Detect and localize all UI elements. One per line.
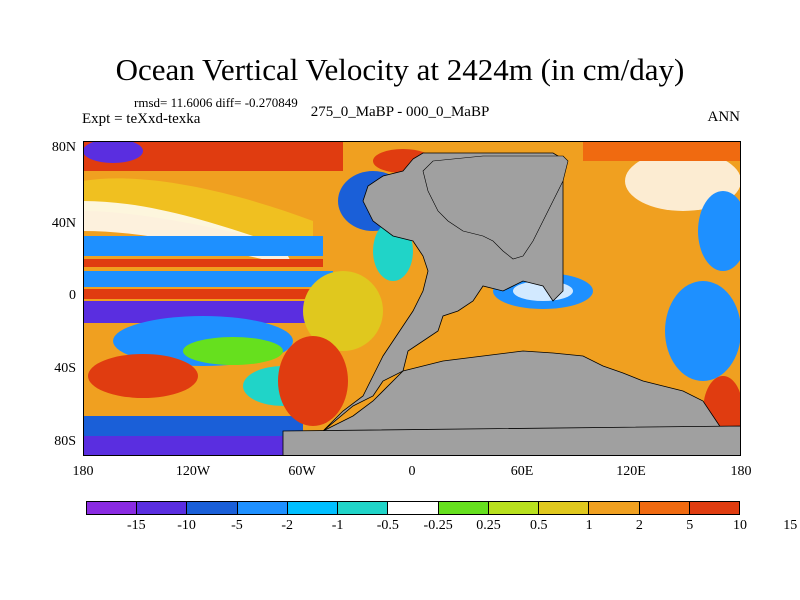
stats-text: rmsd= 11.6006 diff= -0.270849: [134, 95, 298, 110]
colorbar-swatch: [187, 502, 238, 514]
lat-label: 80S: [54, 434, 76, 449]
season-label: ANN: [707, 109, 741, 125]
colorbar-label: -0.25: [423, 518, 453, 533]
lat-label: 40S: [54, 361, 76, 376]
colorbar-label: 15: [783, 518, 798, 533]
colorbar-swatch: [137, 502, 188, 514]
lat-label: 80N: [51, 140, 76, 155]
northern-land: [422, 155, 569, 260]
experiment-label: Expt = teXxd-texka: [82, 111, 201, 127]
colorbar-swatch: [438, 502, 489, 514]
colorbar-swatch: [338, 502, 389, 514]
lon-label: 120E: [616, 464, 646, 479]
lat-label: 0: [69, 288, 76, 303]
colorbar-label: 10: [733, 518, 747, 533]
lon-label: 60W: [288, 464, 316, 479]
colorbar-swatch: [237, 502, 288, 514]
colorbar-swatch: [287, 502, 339, 514]
antarctic-land: [282, 425, 741, 456]
colorbar-label: 0.5: [530, 518, 548, 533]
colorbar-label: 5: [686, 518, 694, 533]
colorbar-label: -2: [281, 518, 294, 533]
lat-label: 40N: [51, 216, 76, 231]
lon-label: 0: [408, 464, 416, 479]
velocity-map: [83, 141, 741, 456]
colorbar-label: -10: [177, 518, 196, 533]
colorbar-swatch: [589, 502, 640, 514]
colorbar-label: 1: [585, 518, 593, 533]
lon-label: 60E: [510, 464, 534, 479]
colorbar-swatch: [689, 502, 740, 514]
colorbar-label: -15: [126, 518, 146, 533]
colorbar-label: 0.25: [476, 518, 501, 533]
colorbar-swatch: [388, 502, 439, 514]
lon-label: 180: [730, 464, 752, 479]
difference-label: 275_0_MaBP - 000_0_MaBP: [310, 104, 490, 120]
lon-label: 180: [72, 464, 94, 479]
colorbar-label: -5: [231, 518, 243, 533]
colorbar: [86, 501, 740, 515]
map-title: Ocean Vertical Velocity at 2424m (in cm/…: [115, 52, 685, 87]
map-frame: [83, 141, 741, 456]
map-canvas: [83, 141, 741, 456]
colorbar-swatch: [87, 502, 138, 514]
colorbar-label: -1: [331, 518, 344, 533]
lon-label: 120W: [175, 464, 211, 479]
colorbar-swatch: [639, 502, 690, 514]
colorbar-swatch: [488, 502, 540, 514]
colorbar-swatch: [539, 502, 590, 514]
colorbar-label: 2: [635, 518, 643, 533]
colorbar-label: -0.5: [376, 518, 399, 533]
